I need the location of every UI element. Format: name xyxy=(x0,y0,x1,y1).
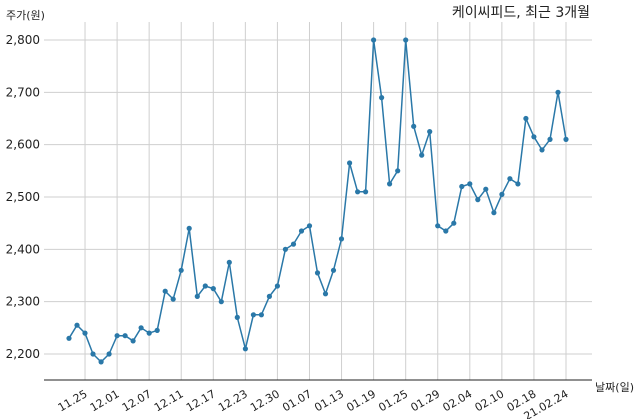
y-tick-label: 2,700 xyxy=(6,85,40,99)
data-point xyxy=(290,241,297,247)
data-point xyxy=(250,312,256,318)
data-point xyxy=(330,267,337,273)
data-point xyxy=(547,136,553,142)
data-point xyxy=(555,89,561,95)
data-point xyxy=(475,197,481,203)
data-point xyxy=(443,228,449,234)
data-point xyxy=(186,225,192,231)
y-tick-labels: 2,200 2,300 2,400 2,500 2,600 2,700 2,800 xyxy=(6,33,40,361)
data-point xyxy=(202,283,208,289)
data-point xyxy=(178,267,184,273)
y-tick-label: 2,500 xyxy=(6,190,40,204)
data-point xyxy=(210,286,216,292)
data-point xyxy=(298,228,305,234)
y-tick-label: 2,600 xyxy=(6,138,40,152)
data-point xyxy=(507,176,513,182)
data-point xyxy=(531,134,537,140)
y-tick-label: 2,300 xyxy=(6,295,40,309)
x-tick-label: 12.11 xyxy=(152,387,186,414)
x-tick-label: 02.04 xyxy=(441,387,475,414)
data-point xyxy=(459,183,465,190)
data-point xyxy=(66,335,72,341)
data-point xyxy=(499,191,505,197)
data-point xyxy=(282,246,288,252)
y-tick-label: 2,800 xyxy=(6,33,40,47)
data-point xyxy=(114,333,120,339)
data-point xyxy=(274,283,280,289)
data-point xyxy=(395,168,401,174)
x-tick-label: 01.29 xyxy=(408,387,442,414)
x-tick-label: 11.25 xyxy=(56,387,90,414)
data-point xyxy=(74,322,80,328)
series-line xyxy=(68,39,567,363)
data-point xyxy=(523,115,529,122)
chart-title: 케이씨피드, 최근 3개월 xyxy=(452,5,590,21)
y-tick-label: 2,200 xyxy=(6,347,40,361)
data-point xyxy=(314,270,321,276)
x-tick-label: 01.25 xyxy=(376,387,410,414)
data-point xyxy=(563,136,569,142)
data-point xyxy=(355,189,361,195)
x-tick-labels: 11.2512.0112.0712.1112.1712.2312.3001.07… xyxy=(56,387,571,419)
data-point xyxy=(162,288,168,294)
data-point xyxy=(306,223,313,229)
data-point xyxy=(371,37,377,43)
data-point xyxy=(427,129,433,135)
data-point xyxy=(146,330,152,336)
data-point xyxy=(226,259,232,265)
data-point xyxy=(98,359,104,365)
y-axis-label: 주가(원) xyxy=(6,9,45,22)
data-point xyxy=(242,346,248,352)
data-point xyxy=(194,293,200,299)
data-point xyxy=(234,314,240,320)
x-tick-label: 01.07 xyxy=(280,387,314,414)
data-point xyxy=(338,236,345,242)
data-point xyxy=(82,330,88,336)
data-point xyxy=(379,95,385,101)
data-point xyxy=(539,147,545,153)
data-point xyxy=(218,299,224,305)
x-tick-label: 12.07 xyxy=(120,387,154,414)
data-point xyxy=(322,291,329,297)
data-point xyxy=(467,181,473,187)
grid xyxy=(44,22,592,380)
data-point xyxy=(387,181,393,187)
x-tick-label: 12.23 xyxy=(216,387,250,414)
data-point xyxy=(363,189,369,195)
data-point xyxy=(451,220,457,226)
data-point xyxy=(258,312,264,318)
data-point xyxy=(106,351,112,357)
data-point xyxy=(122,333,128,339)
data-point xyxy=(130,338,136,344)
data-point xyxy=(491,210,497,216)
data-point xyxy=(483,186,489,192)
data-point xyxy=(138,325,144,331)
data-point xyxy=(411,123,417,129)
data-series xyxy=(66,37,569,365)
data-point xyxy=(419,152,425,158)
y-tick-label: 2,400 xyxy=(6,242,40,256)
data-point xyxy=(266,293,272,299)
x-tick-label: 01.13 xyxy=(312,387,346,414)
x-tick-label: 12.01 xyxy=(88,387,122,414)
x-axis-label: 날짜(일) xyxy=(595,380,634,394)
data-point xyxy=(347,160,353,166)
data-point xyxy=(515,181,521,187)
data-point xyxy=(90,351,96,357)
x-tick-label: 12.17 xyxy=(184,387,218,414)
data-point xyxy=(170,296,176,302)
data-point xyxy=(403,37,409,43)
data-point xyxy=(154,327,160,333)
x-tick-label: 02.10 xyxy=(473,387,507,414)
x-tick-label: 01.19 xyxy=(344,387,378,414)
data-point xyxy=(435,223,441,229)
x-tick-label: 12.30 xyxy=(248,387,282,414)
